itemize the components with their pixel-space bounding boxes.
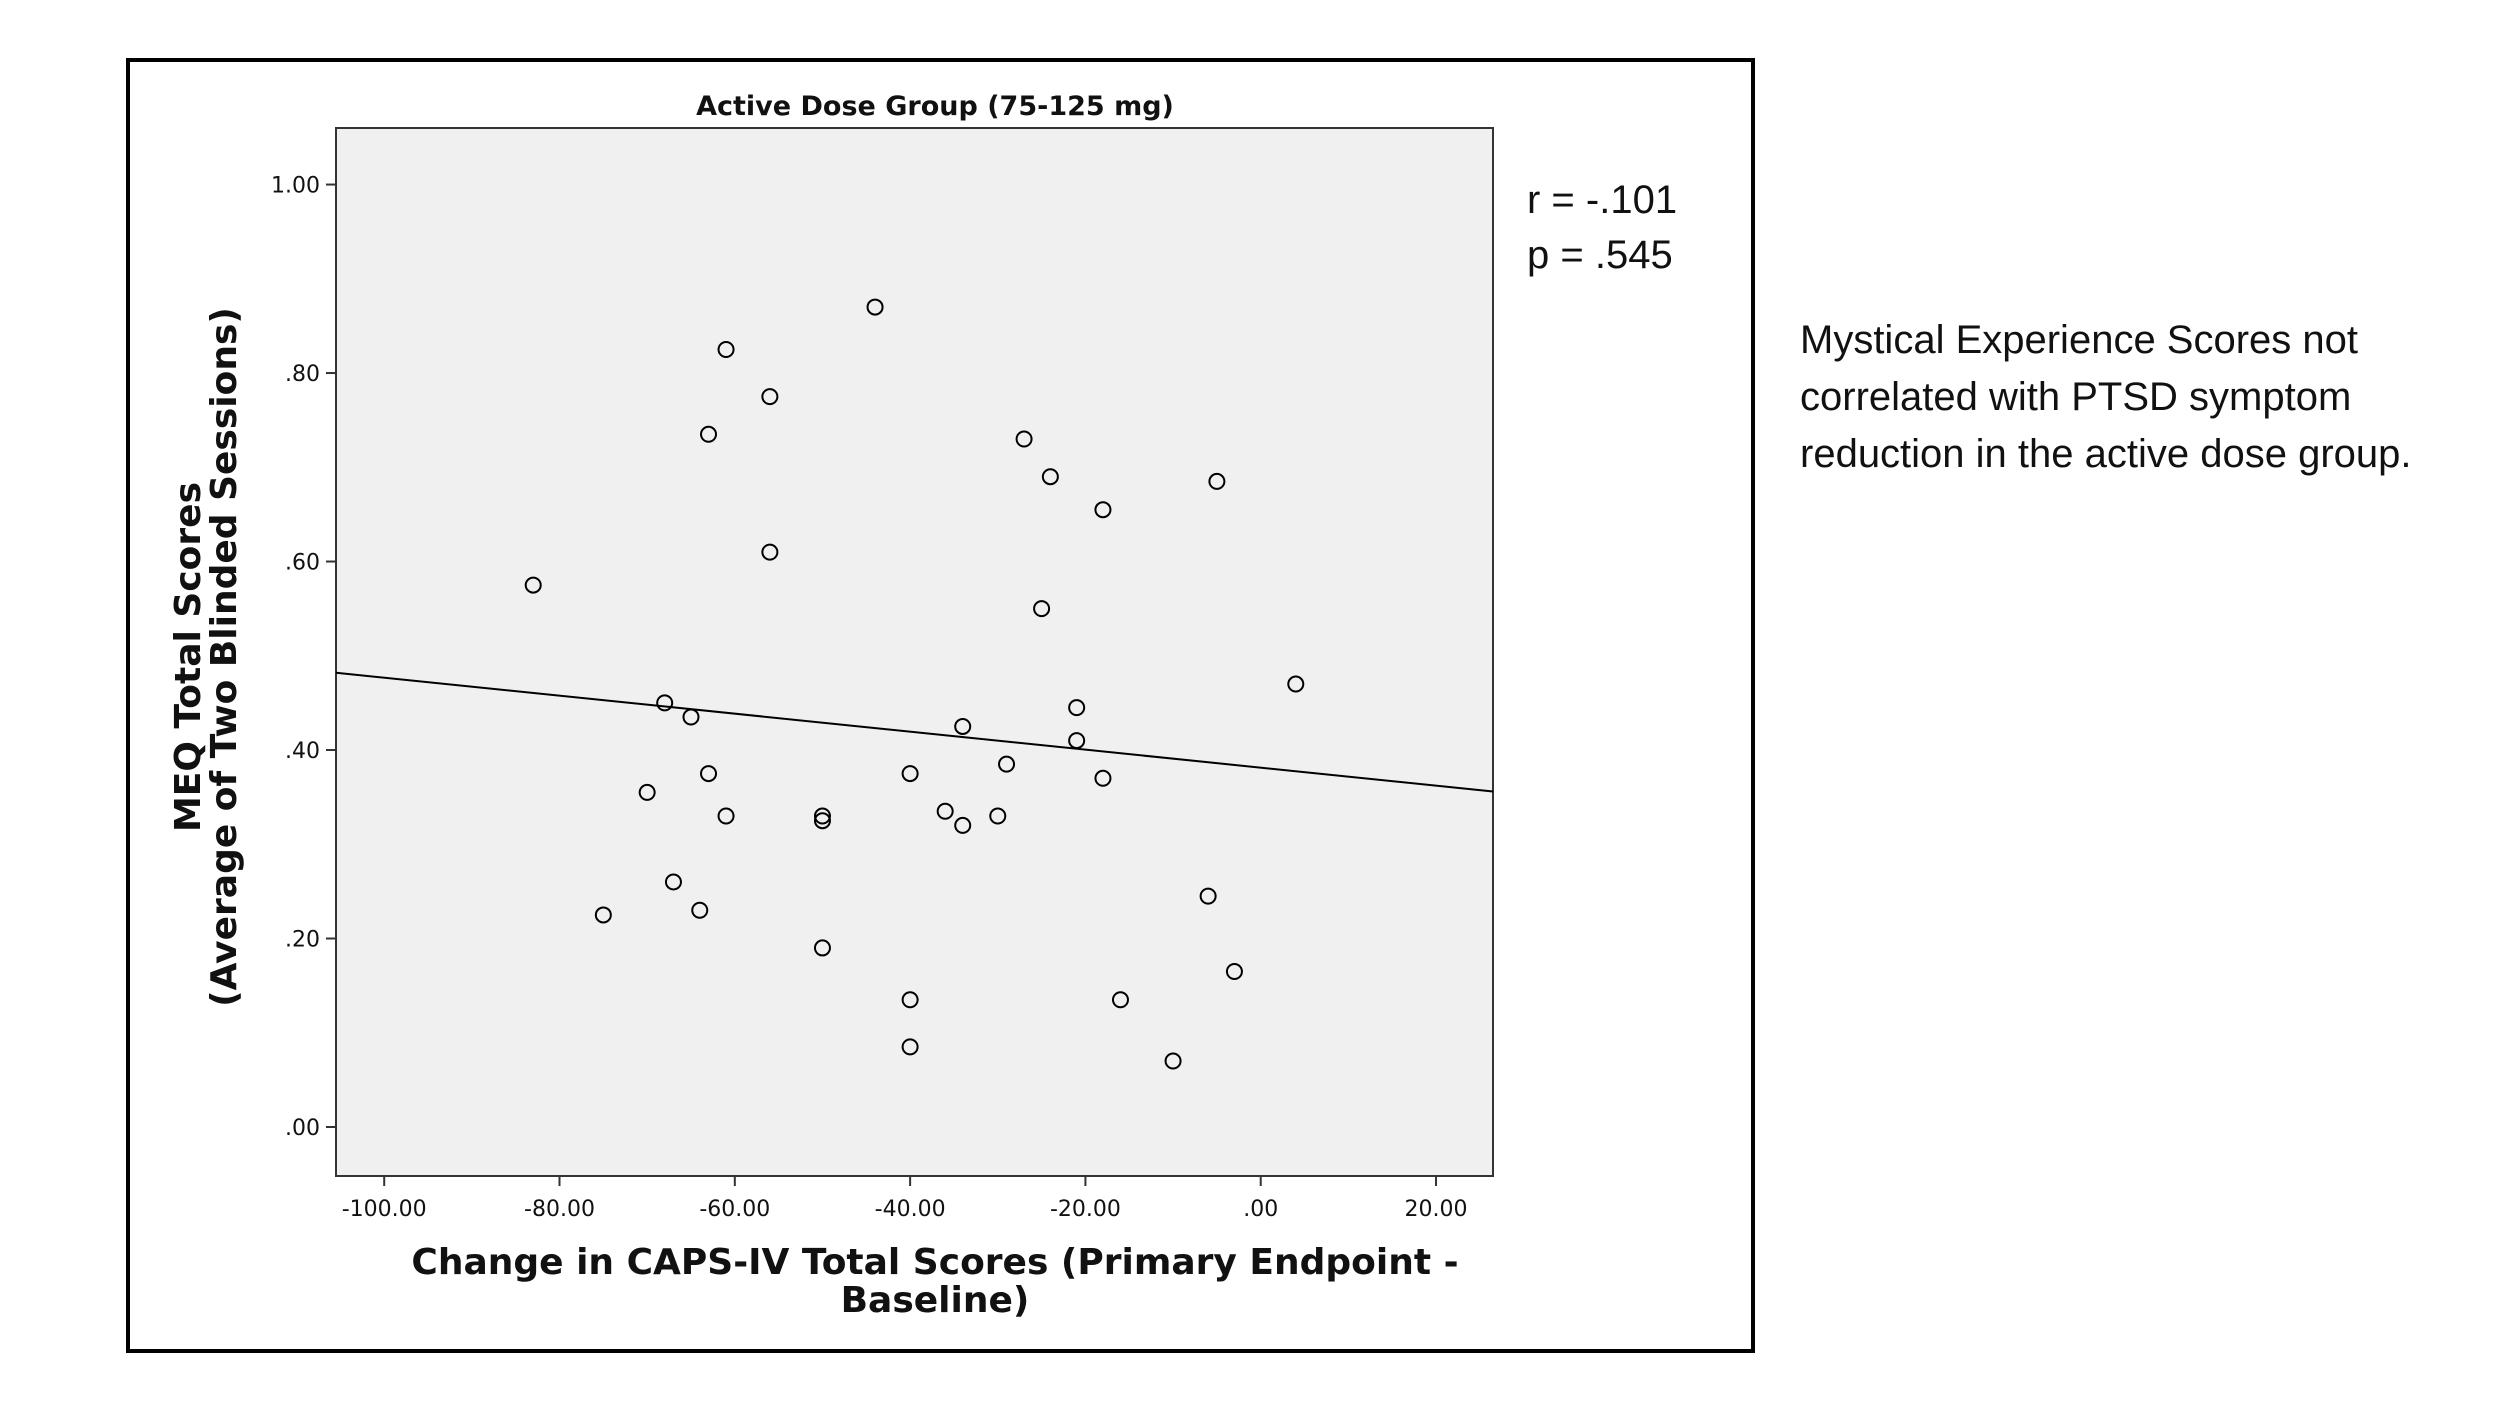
data-point [524,576,542,594]
data-point [1287,675,1305,693]
x-axis-title-line-1: Change in CAPS-IV Total Scores (Primary … [411,1242,1458,1283]
data-point [989,807,1007,825]
data-point [638,783,656,801]
data-point [1068,699,1086,717]
data-point [1041,468,1059,486]
data-point [813,807,831,825]
x-tick-label: -40.00 [875,1197,946,1222]
data-point [1094,769,1112,787]
data-point [1164,1052,1182,1070]
chart-title: Active Dose Group (75-125 mg) [696,91,1174,122]
y-tick-label: .80 [285,362,320,387]
data-point [1068,732,1086,750]
y-axis-title-line-1: MEQ Total Scores [168,482,209,832]
caption: Mystical Experience Scores not correlate… [1800,318,2412,476]
data-point [1033,600,1051,618]
data-point [1199,887,1217,905]
y-axis: .00 .20 .40 .60 .80 1.00 [271,174,336,1141]
data-point [594,906,612,924]
data-point [717,807,735,825]
y-tick-label: .00 [285,1116,320,1141]
data-point [954,717,972,735]
data-point [901,765,919,783]
data-point [1094,501,1112,519]
data-point [682,708,700,726]
data-point [901,991,919,1009]
x-tick-label: -80.00 [524,1197,595,1222]
x-axis-title-line-2: Baseline) [841,1280,1030,1321]
regression-line [335,671,1494,793]
data-point [761,388,779,406]
x-tick-label: -20.00 [1050,1197,1121,1222]
data-point [656,694,674,712]
y-tick-label: .40 [285,739,320,764]
x-tick-label: 20.00 [1405,1197,1468,1222]
data-point [1208,472,1226,490]
data-point [664,873,682,891]
data-point [1111,991,1129,1009]
correlation-r: r = -.101 [1527,178,1677,222]
data-point [936,802,954,820]
y-tick-label: .20 [285,928,320,953]
y-tick-label: .60 [285,551,320,576]
x-axis: -100.00 -80.00 -60.00 -40.00 -20.00 .00 20.00 [342,1176,1468,1222]
data-points [524,298,1305,1070]
data-point [1015,430,1033,448]
data-point [998,755,1016,773]
y-axis-title-line-2: (Average of Two Blinded Sessions) [204,307,245,1007]
data-point [901,1038,919,1056]
x-tick-label: .00 [1243,1197,1278,1222]
data-point [717,340,735,358]
data-point [1225,962,1243,980]
x-tick-label: -100.00 [342,1197,427,1222]
data-point [813,939,831,957]
plot-area [335,127,1494,1177]
x-tick-label: -60.00 [699,1197,770,1222]
data-point [866,298,884,316]
y-tick-label: 1.00 [271,174,320,199]
data-point [761,543,779,561]
correlation-p: p = .545 [1527,233,1673,277]
data-point [954,816,972,834]
data-point [691,901,709,919]
data-point [813,812,831,830]
data-point [700,425,718,443]
data-point [700,765,718,783]
